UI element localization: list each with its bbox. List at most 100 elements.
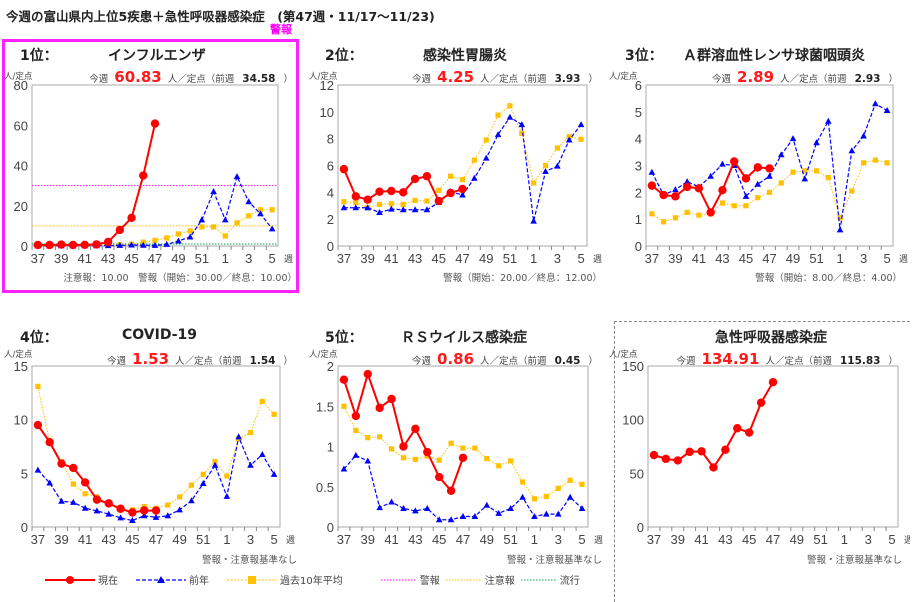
current-point — [756, 398, 766, 407]
avg10-point — [471, 157, 477, 163]
current-point — [128, 508, 137, 517]
avg10-point — [376, 201, 383, 208]
avg10-point — [353, 427, 359, 433]
y-tick-label: 15 — [14, 359, 28, 374]
prev-year-point — [423, 206, 431, 213]
prev-year-point — [105, 510, 113, 517]
x-tick-label: 45 — [432, 251, 446, 266]
prev-year-point — [519, 493, 526, 500]
avg10-point — [175, 231, 182, 237]
current-point — [69, 463, 78, 473]
chart-svg: 0 0.5 1 1.5 2 37 39 41 43 45 47 49 51 1 3 5 週 — [316, 359, 603, 547]
avg10-point — [412, 197, 418, 203]
prev-year-point — [836, 226, 844, 233]
avg10-point — [519, 130, 525, 136]
legend-label: 注意報 — [484, 576, 515, 587]
x-tick-label: 49 — [480, 532, 494, 547]
x-tick-label: 5 — [269, 251, 276, 266]
chart-svg: 0 50 100 150 37 39 41 43 45 47 49 51 1 3 5 週 — [622, 359, 910, 547]
prev-year-point — [543, 510, 550, 517]
prev-year-point — [400, 504, 407, 511]
current-point — [730, 157, 739, 166]
y-axis-unit: 人/定点 — [309, 72, 338, 82]
unit-prev-label: 人／定点（前週 — [175, 356, 242, 367]
prev-year-point — [340, 465, 348, 472]
weekly-value-header: 今週 60.83 人／定点（前週 34.58 ） — [89, 68, 293, 86]
y-tick-label: 2 — [327, 212, 334, 227]
prev-year-point — [412, 507, 419, 514]
alert-highlight-box — [2, 39, 299, 293]
current-point — [718, 185, 727, 195]
prev-year-point — [648, 168, 656, 175]
prev-year-point — [221, 216, 229, 223]
current-point — [45, 438, 54, 447]
legend-prev-year: 前年 — [136, 572, 209, 587]
y-tick-label: 0 — [21, 520, 28, 535]
x-tick-label: 1 — [841, 532, 848, 547]
chart-svg: 0 2 4 6 8 10 12 37 39 41 43 45 47 49 51 1 3 5 週 — [320, 78, 602, 266]
y-tick-label: 2 — [635, 185, 642, 200]
avg10-point — [341, 403, 347, 409]
current-point — [399, 188, 408, 197]
avg10-point — [790, 169, 796, 175]
x-tick-label: 45 — [432, 532, 446, 547]
avg10-point — [661, 219, 667, 225]
weekly-value-header: 今週 2.89 人／定点（前週 2.93 ） — [712, 68, 898, 86]
x-tick-label: 3 — [865, 532, 872, 547]
avg10-point — [200, 471, 206, 478]
prev-week-value: 1.54 — [249, 355, 276, 367]
current-point — [115, 225, 125, 235]
legend-caution: 注意報 — [445, 572, 515, 587]
prev-year-point — [352, 451, 360, 458]
prev-year-point — [188, 497, 195, 504]
legend: 現在 前年 過去10年平均 警報 注意報 流行 — [45, 572, 592, 587]
unit-prev-label: 人／定点（前週 — [167, 74, 235, 85]
current-point — [765, 164, 774, 173]
legend-epidemic: 流行 — [520, 572, 580, 587]
avg10-point — [743, 203, 749, 209]
avg10-point — [531, 180, 537, 186]
avg10-point — [259, 398, 265, 405]
x-tick-label: 41 — [384, 251, 398, 266]
avg10-point — [860, 160, 867, 166]
epidemic-line-icon — [520, 579, 557, 580]
y-tick-label: 80 — [14, 78, 28, 93]
y-tick-label: 1 — [635, 212, 642, 227]
y-tick-label: 0 — [327, 239, 334, 254]
y-tick-label: 50 — [630, 466, 644, 481]
avg10-point — [507, 103, 513, 109]
prev-year-point — [199, 480, 207, 487]
x-tick-label: 5 — [577, 251, 584, 266]
prev-year-point — [872, 100, 879, 107]
chart-rank: 5位： — [325, 330, 363, 346]
prev-year-point — [423, 504, 431, 511]
avg10-point — [271, 411, 277, 417]
current-point — [399, 442, 408, 451]
avg10-point — [224, 473, 230, 479]
prev-year-point — [777, 151, 785, 158]
prev-year-point — [482, 154, 490, 161]
x-tick-label: 43 — [408, 532, 422, 547]
current-point — [423, 447, 432, 457]
avg10-point — [579, 481, 585, 487]
prev-year-point — [210, 188, 217, 195]
chart-rank: 2位： — [325, 48, 363, 64]
current-point — [375, 403, 384, 413]
avg10-point — [70, 481, 76, 487]
prev-year-point — [376, 208, 383, 215]
x-tick-label: 3 — [555, 532, 562, 547]
prev-year-point — [70, 498, 77, 505]
prev-year-point — [163, 240, 171, 247]
avg10-point — [496, 463, 502, 469]
x-tick-label: 1 — [530, 251, 537, 266]
x-tick-label: 5 — [888, 532, 895, 547]
x-tick-label: 39 — [54, 251, 68, 266]
x-tick-label: 41 — [384, 532, 398, 547]
prev-year-point — [848, 147, 856, 154]
chart-panel: 0 50 100 150 37 39 41 43 45 47 49 51 1 3 5 週 急性呼吸器感染症 人/定… — [605, 318, 910, 568]
current-point — [647, 181, 657, 190]
current-point — [351, 411, 361, 421]
avg10-point — [177, 494, 183, 500]
avg10-point — [719, 200, 726, 206]
prev-year-point — [507, 504, 514, 511]
